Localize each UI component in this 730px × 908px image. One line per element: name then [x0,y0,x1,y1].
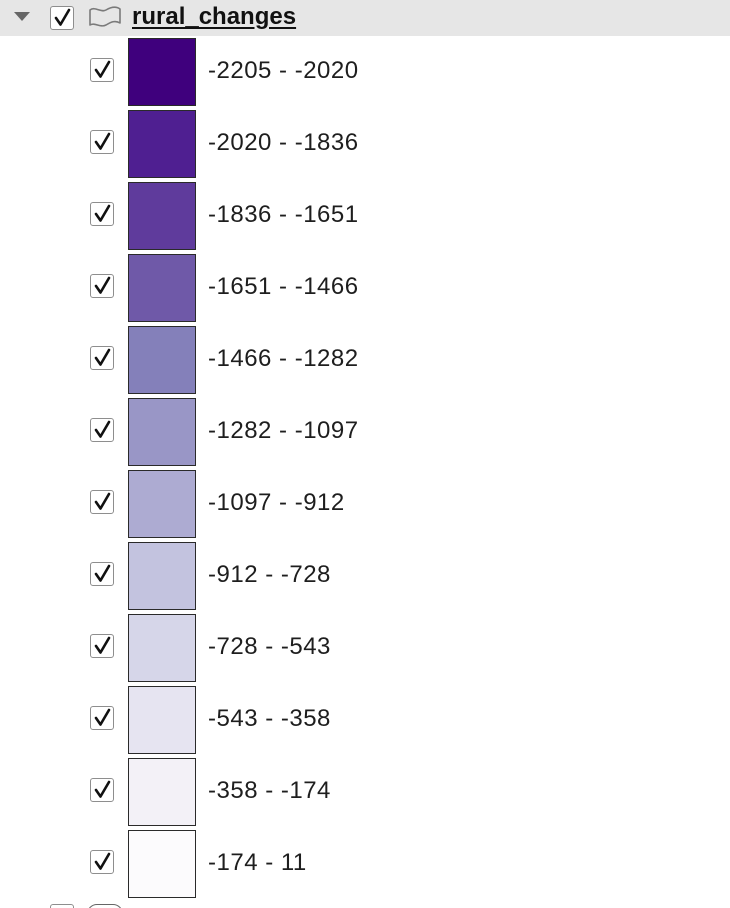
layer-name[interactable]: rural_changes [132,3,297,30]
legend-color-swatch [128,470,196,538]
legend-color-swatch [128,182,196,250]
checkmark-icon [94,60,111,78]
legend-item-checkbox[interactable] [90,490,114,514]
collapse-arrow-icon[interactable] [14,12,30,21]
checkmark-icon [94,492,111,510]
legend-item[interactable]: -543 - -358 [0,684,730,756]
legend-range-label: -174 - 11 [208,849,307,876]
legend-item[interactable]: -2020 - -1836 [0,108,730,180]
checkmark-icon [94,564,111,582]
legend-range-label: -1282 - -1097 [208,417,359,444]
next-layer-icon [87,904,123,908]
legend-range-label: -728 - -543 [208,633,331,660]
legend-item[interactable]: -174 - 11 [0,828,730,900]
polygon-layer-icon [89,6,121,27]
legend-range-label: -1097 - -912 [208,489,345,516]
legend-item[interactable]: -1097 - -912 [0,468,730,540]
legend-item[interactable]: -1282 - -1097 [0,396,730,468]
legend-item[interactable]: -1836 - -1651 [0,180,730,252]
checkmark-icon [94,132,111,150]
legend-item-checkbox[interactable] [90,58,114,82]
legend-item[interactable]: -2205 - -2020 [0,36,730,108]
legend-range-label: -912 - -728 [208,561,331,588]
checkmark-icon [54,8,71,26]
legend-range-label: -1651 - -1466 [208,273,359,300]
legend-range-label: -358 - -174 [208,777,331,804]
legend-color-swatch [128,110,196,178]
legend-color-swatch [128,38,196,106]
checkmark-icon [94,708,111,726]
layer-row-rural-changes[interactable]: rural_changes [0,0,730,36]
legend-item-checkbox[interactable] [90,634,114,658]
legend-item-checkbox[interactable] [90,706,114,730]
legend-range-label: -1836 - -1651 [208,201,359,228]
legend-range-label: -2020 - -1836 [208,129,359,156]
legend-range-label: -543 - -358 [208,705,331,732]
legend-color-swatch [128,830,196,898]
legend-color-swatch [128,254,196,322]
checkmark-icon [94,348,111,366]
checkmark-icon [94,780,111,798]
legend-range-label: -1466 - -1282 [208,345,359,372]
legend-item-checkbox[interactable] [90,562,114,586]
legend-item[interactable]: -1651 - -1466 [0,252,730,324]
legend-item-checkbox[interactable] [90,274,114,298]
legend-color-swatch [128,614,196,682]
legend-item-checkbox[interactable] [90,346,114,370]
next-layer-row[interactable] [0,900,730,908]
legend-color-swatch [128,326,196,394]
legend-item-checkbox[interactable] [90,418,114,442]
legend-item[interactable]: -1466 - -1282 [0,324,730,396]
legend-item-checkbox[interactable] [90,850,114,874]
legend-item-checkbox[interactable] [90,778,114,802]
checkmark-icon [94,204,111,222]
checkmark-icon [94,276,111,294]
legend-item[interactable]: -912 - -728 [0,540,730,612]
legend-item-checkbox[interactable] [90,202,114,226]
legend-color-swatch [128,758,196,826]
checkmark-icon [94,852,111,870]
legend-item[interactable]: -728 - -543 [0,612,730,684]
legend-range-label: -2205 - -2020 [208,57,359,84]
checkmark-icon [94,636,111,654]
next-layer-checkbox[interactable] [50,904,74,908]
legend-item-checkbox[interactable] [90,130,114,154]
checkmark-icon [94,420,111,438]
layer-visibility-checkbox[interactable] [50,6,74,30]
legend-color-swatch [128,542,196,610]
legend-color-swatch [128,398,196,466]
legend-color-swatch [128,686,196,754]
legend-item[interactable]: -358 - -174 [0,756,730,828]
